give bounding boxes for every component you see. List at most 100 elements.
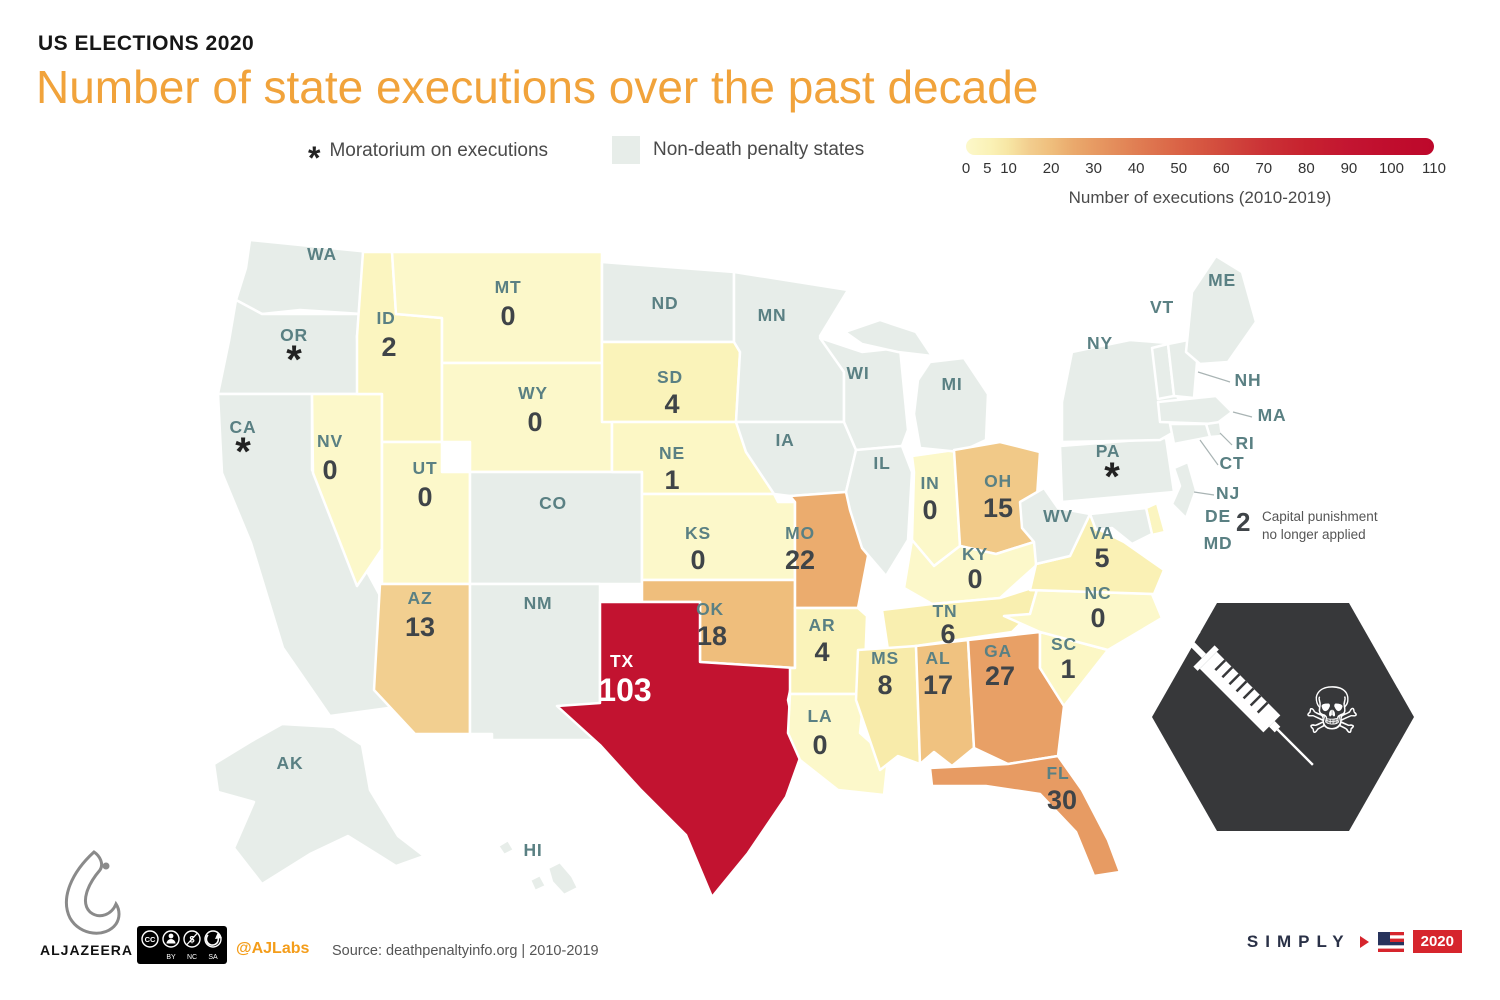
legend-moratorium-label: Moratorium on executions: [329, 140, 549, 161]
state-shapes: [212, 238, 1258, 899]
state-value-ks: 0: [690, 545, 705, 575]
state-label-wy: WY: [518, 383, 548, 403]
state-label-nv: NV: [317, 431, 343, 451]
legend-non-death: Non-death penalty states: [612, 136, 864, 164]
scale-tick-10: 10: [1000, 160, 1017, 177]
state-nj: [1170, 460, 1198, 520]
cc-icon: CC: [145, 935, 156, 944]
state-md: [1088, 506, 1154, 546]
state-ks: [640, 492, 797, 582]
state-label-va: VA: [1090, 523, 1115, 543]
scale-tick-60: 60: [1212, 160, 1230, 177]
state-label-nd: ND: [652, 293, 679, 313]
state-label-hi: HI: [523, 840, 542, 860]
state-label-or: OR: [280, 325, 308, 345]
scale-tick-5: 5: [983, 160, 992, 177]
state-label-wi: WI: [847, 363, 870, 383]
state-value-az: 13: [405, 612, 435, 642]
scale-tick-50: 50: [1170, 160, 1188, 177]
state-label-ut: UT: [413, 458, 438, 478]
state-hi-part2: [546, 860, 580, 897]
state-label-wa: WA: [307, 244, 337, 264]
source-credit: Source: deathpenaltyinfo.org | 2010-2019: [332, 943, 599, 959]
leader-line-nh: [1197, 371, 1231, 383]
state-label-fl: FL: [1047, 763, 1070, 783]
state-label-ok: OK: [696, 599, 724, 619]
cc-by-label: BY: [166, 954, 176, 961]
moratorium-asterisk-or: *: [286, 338, 302, 382]
state-label-ia: IA: [775, 430, 794, 450]
state-value-id: 2: [381, 332, 396, 362]
scale-tick-90: 90: [1340, 160, 1358, 177]
state-label-ne: NE: [659, 443, 685, 463]
state-nm: [468, 582, 602, 742]
state-label-mt: MT: [495, 277, 522, 297]
state-wa: [234, 238, 372, 316]
state-label-md: MD: [1204, 533, 1233, 553]
cc-nc-label: NC: [187, 954, 197, 961]
state-value-sc: 1: [1060, 654, 1075, 684]
cc-nc-slash: [186, 933, 198, 945]
state-value-mo: 22: [785, 545, 815, 575]
scale-tick-20: 20: [1042, 160, 1060, 177]
state-tx: [555, 600, 802, 899]
state-me: [1184, 254, 1258, 366]
state-label-mn: MN: [758, 305, 787, 325]
ajlabs-handle: @AJLabs: [236, 940, 310, 957]
state-label-ga: GA: [984, 641, 1012, 661]
aljazeera-logo: [64, 850, 121, 935]
state-value-la: 0: [812, 730, 827, 760]
aljazeera-wordmark: ALJAZEERA: [40, 942, 134, 958]
state-label-de: DE: [1205, 506, 1231, 526]
state-label-id: ID: [376, 308, 395, 328]
moratorium-asterisk-pa: *: [1104, 455, 1120, 499]
cc-license-badge: CC $ BY NC SA: [137, 926, 227, 964]
skull-crossbones-icon: ☠: [1303, 675, 1360, 749]
delaware-note-line1: Capital punishment: [1262, 509, 1378, 524]
state-label-la: LA: [808, 706, 833, 726]
non-death-swatch: [612, 136, 640, 164]
state-il: [844, 444, 914, 578]
state-value-va: 5: [1094, 543, 1109, 573]
legend-non-death-label: Non-death penalty states: [653, 139, 865, 160]
state-value-tx: 103: [598, 672, 651, 708]
state-label-tn: TN: [933, 601, 958, 621]
hexagon-badge-graphic: ☠: [1152, 603, 1414, 831]
color-scale-gradient: [966, 138, 1434, 155]
page-title: Number of state executions over the past…: [36, 61, 1039, 113]
leader-line-ri: [1219, 432, 1233, 446]
moratorium-asterisk-ca: *: [235, 430, 251, 474]
state-label-wv: WV: [1043, 506, 1073, 526]
state-value-oh: 15: [983, 493, 1013, 523]
color-scale: 0 5 10 20 30 40 50 60 70 80 90 100 110 Number of exe…: [962, 138, 1446, 208]
leader-line-nj: [1193, 491, 1215, 496]
state-label-il: IL: [873, 453, 890, 473]
state-label-ks: KS: [685, 523, 711, 543]
state-label-tx: TX: [610, 651, 634, 671]
cc-by-person-body: [166, 939, 176, 944]
leader-lines: [1193, 371, 1253, 496]
scale-tick-110: 110: [1422, 160, 1446, 177]
state-value-ky: 0: [967, 564, 982, 594]
state-value-nv: 0: [322, 455, 337, 485]
delaware-value: 2: [1236, 507, 1251, 537]
state-value-tn: 6: [940, 619, 955, 649]
scale-tick-40: 40: [1127, 160, 1145, 177]
state-label-in: IN: [920, 473, 939, 493]
state-value-ga: 27: [985, 661, 1015, 691]
simply-wordmark: SIMPLY: [1246, 931, 1351, 951]
state-label-pa: PA: [1096, 441, 1121, 461]
delaware-note-line2: no longer applied: [1262, 526, 1366, 542]
state-value-in: 0: [922, 495, 937, 525]
color-scale-label: Number of executions (2010-2019): [1068, 188, 1332, 207]
state-fl: [928, 754, 1122, 878]
state-label-ca: CA: [230, 417, 257, 437]
state-label-sd: SD: [657, 367, 683, 387]
state-label-ny: NY: [1087, 333, 1113, 353]
state-label-ar: AR: [809, 615, 836, 635]
state-co: [468, 470, 644, 586]
cc-circles: [141, 930, 222, 948]
state-label-ak: AK: [277, 753, 304, 773]
cc-badge-bg: [137, 926, 227, 964]
